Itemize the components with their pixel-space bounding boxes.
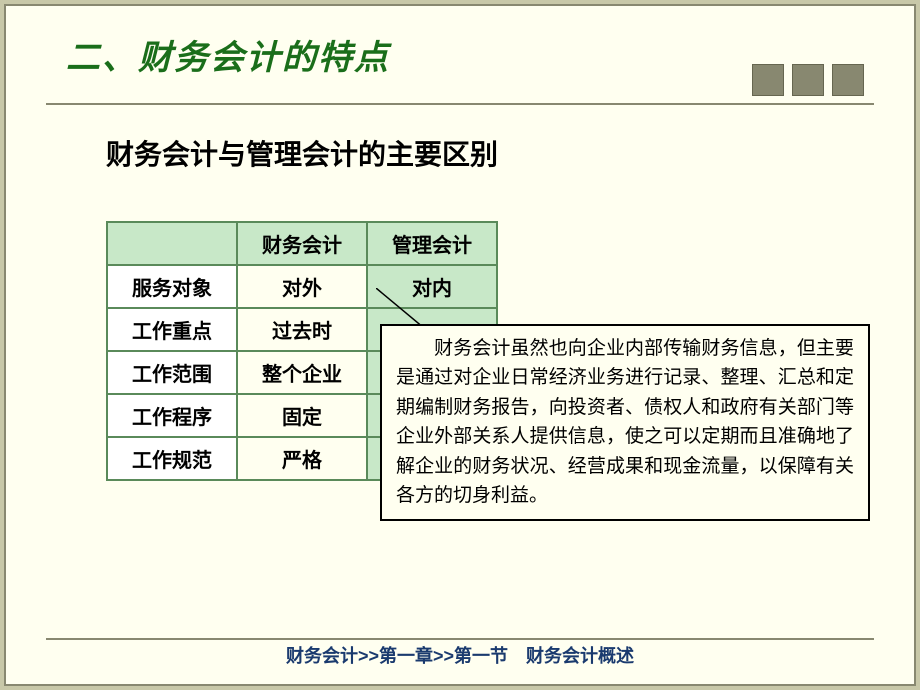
col-header-mgmt: 管理会计: [367, 222, 497, 265]
row-label: 工作程序: [107, 394, 237, 437]
subtitle: 财务会计与管理会计的主要区别: [106, 133, 914, 173]
slide-title: 二、财务会计的特点: [66, 30, 854, 79]
col-header-fin: 财务会计: [237, 222, 367, 265]
col-header-empty: [107, 222, 237, 265]
decor-square: [832, 64, 864, 96]
fin-cell: 固定: [237, 394, 367, 437]
decor-squares: [752, 64, 864, 96]
fin-cell: 对外: [237, 265, 367, 308]
footer-breadcrumb: 财务会计>>第一章>>第一节 财务会计概述: [6, 642, 914, 668]
row-label: 工作重点: [107, 308, 237, 351]
title-underline: [46, 103, 874, 105]
table-header-row: 财务会计 管理会计: [107, 222, 497, 265]
decor-square: [792, 64, 824, 96]
callout-box: 财务会计虽然也向企业内部传输财务信息，但主要是通过对企业日常经济业务进行记录、整…: [380, 324, 870, 521]
decor-square: [752, 64, 784, 96]
fin-cell: 严格: [237, 437, 367, 480]
footer-divider: [46, 638, 874, 640]
table-row: 服务对象 对外 对内: [107, 265, 497, 308]
fin-cell: 整个企业: [237, 351, 367, 394]
row-label: 工作规范: [107, 437, 237, 480]
mgmt-cell: 对内: [367, 265, 497, 308]
row-label: 工作范围: [107, 351, 237, 394]
callout-text: 财务会计虽然也向企业内部传输财务信息，但主要是通过对企业日常经济业务进行记录、整…: [396, 338, 854, 506]
row-label: 服务对象: [107, 265, 237, 308]
slide-frame: 二、财务会计的特点 财务会计与管理会计的主要区别 财务会计 管理会计 服务对象 …: [4, 4, 916, 686]
fin-cell: 过去时: [237, 308, 367, 351]
